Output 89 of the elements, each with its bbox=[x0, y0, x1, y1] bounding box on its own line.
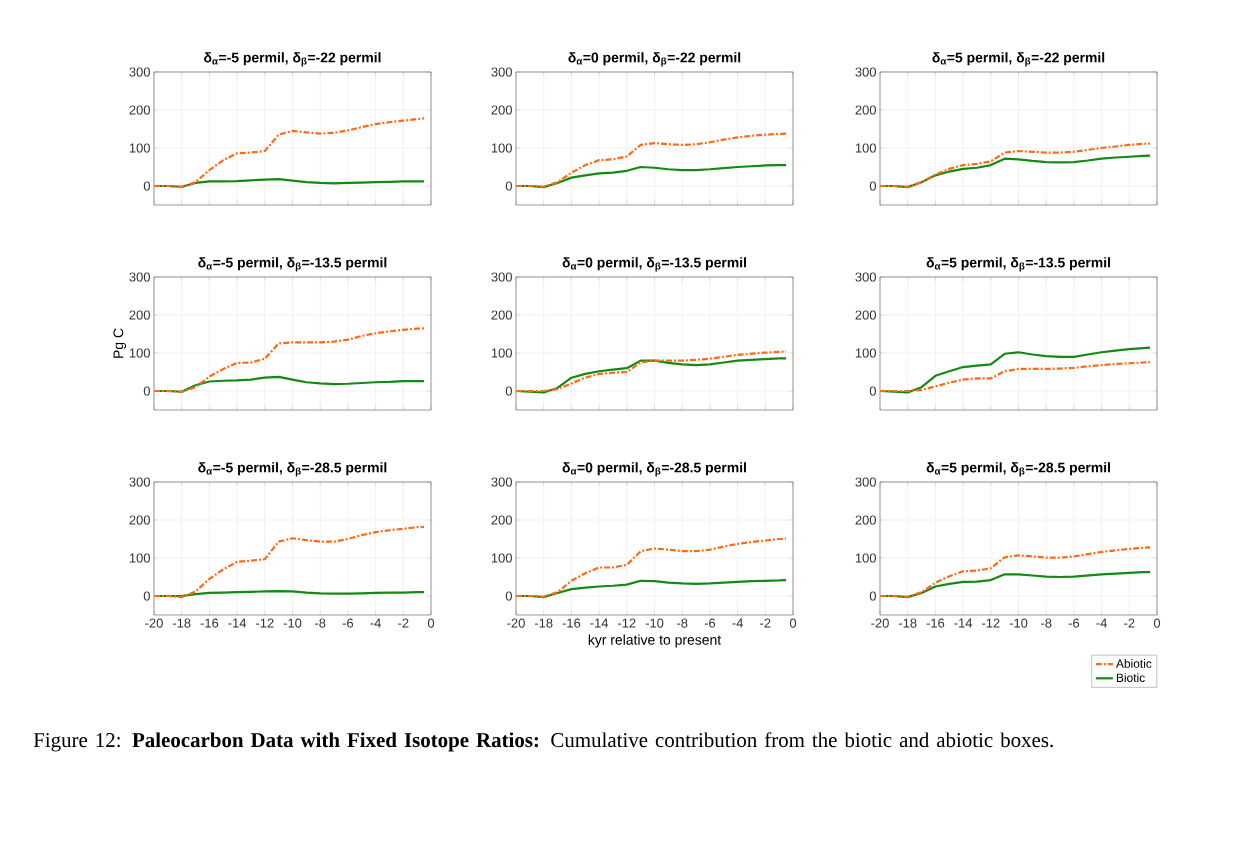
chart-title: δ$_{α}$=-5 permil, δ$_{β}$=-13.5 permil bbox=[198, 257, 387, 272]
line-series bbox=[878, 142, 1152, 188]
y-tick-label: 100 bbox=[855, 143, 876, 153]
y-tick-label: 200 bbox=[855, 105, 876, 115]
chart-title: δ$_{α}$=5 permil, δ$_{β}$=-22 permil bbox=[932, 52, 1105, 67]
y-tick-label: 200 bbox=[129, 310, 150, 320]
y-tick-label: 0 bbox=[505, 181, 512, 191]
y-tick-label: 0 bbox=[143, 181, 150, 191]
x-tick-label: -20 bbox=[145, 618, 163, 628]
y-tick-label: 200 bbox=[855, 515, 876, 525]
y-tick-label: 300 bbox=[129, 477, 150, 487]
line-series bbox=[152, 117, 426, 189]
y-tick-label: 0 bbox=[505, 591, 512, 601]
x-tick-label: -14 bbox=[590, 618, 609, 628]
x-tick-label: 0 bbox=[789, 618, 797, 628]
x-tick-label: -18 bbox=[898, 618, 917, 628]
chart-title: δ$_{α}$=0 permil, δ$_{β}$=-13.5 permil bbox=[562, 257, 746, 272]
y-tick-label: 100 bbox=[855, 553, 876, 563]
x-tick-label: 0 bbox=[427, 618, 435, 628]
x-tick-label: -8 bbox=[315, 618, 326, 628]
y-tick-label: 300 bbox=[491, 67, 512, 77]
x-tick-label: -2 bbox=[760, 618, 771, 628]
line-series bbox=[152, 525, 426, 599]
legend-label: Biotic bbox=[1116, 673, 1145, 682]
y-tick-label: 100 bbox=[129, 143, 150, 153]
chart-title: δ$_{α}$=5 permil, δ$_{β}$=-13.5 permil bbox=[926, 257, 1110, 272]
x-tick-label: -4 bbox=[370, 618, 381, 628]
chart-title: δ$_{α}$=-5 permil, δ$_{β}$=-22 permil bbox=[204, 52, 381, 67]
x-tick-label: 0 bbox=[1153, 618, 1161, 628]
y-tick-label: 300 bbox=[129, 67, 150, 77]
x-tick-label: -12 bbox=[982, 618, 1000, 628]
x-tick-label: -8 bbox=[1041, 618, 1052, 628]
y-tick-label: 0 bbox=[869, 591, 876, 601]
x-axis-title: kyr relative to present bbox=[588, 634, 722, 648]
y-tick-label: 100 bbox=[491, 143, 512, 153]
x-tick-label: -2 bbox=[398, 618, 409, 628]
y-tick-label: 100 bbox=[491, 348, 512, 358]
line-series bbox=[878, 546, 1152, 598]
chart-title: δ$_{α}$=5 permil, δ$_{β}$=-28.5 permil bbox=[926, 462, 1110, 477]
y-tick-label: 200 bbox=[129, 515, 150, 525]
y-tick-label: 100 bbox=[129, 348, 150, 358]
line-series bbox=[514, 132, 788, 188]
x-tick-label: -8 bbox=[677, 618, 688, 628]
x-tick-label: -10 bbox=[645, 618, 664, 628]
y-tick-label: 0 bbox=[869, 386, 876, 396]
x-tick-label: -4 bbox=[1096, 618, 1107, 628]
y-tick-label: 200 bbox=[129, 105, 150, 115]
y-tick-label: 100 bbox=[855, 348, 876, 358]
y-tick-label: 300 bbox=[129, 272, 150, 282]
y-tick-label: 100 bbox=[129, 553, 150, 563]
chart-title: δ$_{α}$=0 permil, δ$_{β}$=-22 permil bbox=[568, 52, 741, 67]
x-tick-label: -2 bbox=[1124, 618, 1135, 628]
x-tick-label: -16 bbox=[200, 618, 219, 628]
x-tick-label: -12 bbox=[618, 618, 636, 628]
y-tick-label: 300 bbox=[855, 272, 876, 282]
y-tick-label: 0 bbox=[869, 181, 876, 191]
y-tick-label: 0 bbox=[143, 386, 150, 396]
chart-title: δ$_{α}$=0 permil, δ$_{β}$=-28.5 permil bbox=[562, 462, 746, 477]
y-tick-label: 0 bbox=[143, 591, 150, 601]
y-tick-label: 200 bbox=[491, 310, 512, 320]
x-tick-label: -20 bbox=[507, 618, 525, 628]
x-tick-label: -18 bbox=[172, 618, 191, 628]
y-tick-label: 100 bbox=[491, 553, 512, 563]
chart-title: δ$_{α}$=-5 permil, δ$_{β}$=-28.5 permil bbox=[198, 462, 387, 477]
x-tick-label: -14 bbox=[228, 618, 247, 628]
x-tick-label: -20 bbox=[871, 618, 889, 628]
x-tick-label: -18 bbox=[534, 618, 553, 628]
y-tick-label: 200 bbox=[491, 105, 512, 115]
y-tick-label: 200 bbox=[855, 310, 876, 320]
y-tick-label: 300 bbox=[491, 272, 512, 282]
line-series bbox=[514, 537, 788, 598]
x-tick-label: -6 bbox=[704, 618, 716, 628]
y-tick-label: 200 bbox=[491, 515, 512, 525]
x-tick-label: -16 bbox=[926, 618, 945, 628]
x-tick-label: -6 bbox=[342, 618, 354, 628]
x-tick-label: -10 bbox=[1009, 618, 1028, 628]
caption: Figure 12: Paleocarbon Data with Fixed Isotope Ratios: Cumulative contribution from the biotic and abiotic boxes. bbox=[33, 732, 1053, 752]
x-tick-label: -16 bbox=[562, 618, 581, 628]
legend-label: Abiotic bbox=[1115, 659, 1152, 668]
y-tick-label: 0 bbox=[505, 386, 512, 396]
y-tick-label: 300 bbox=[855, 67, 876, 77]
y-tick-label: 300 bbox=[855, 477, 876, 487]
y-tick-label: 300 bbox=[491, 477, 512, 487]
y-axis-title: Pg C bbox=[113, 328, 127, 358]
x-tick-label: -12 bbox=[256, 618, 274, 628]
x-tick-label: -14 bbox=[954, 618, 973, 628]
x-tick-label: -4 bbox=[732, 618, 743, 628]
x-tick-label: -6 bbox=[1068, 618, 1080, 628]
x-tick-label: -10 bbox=[283, 618, 302, 628]
